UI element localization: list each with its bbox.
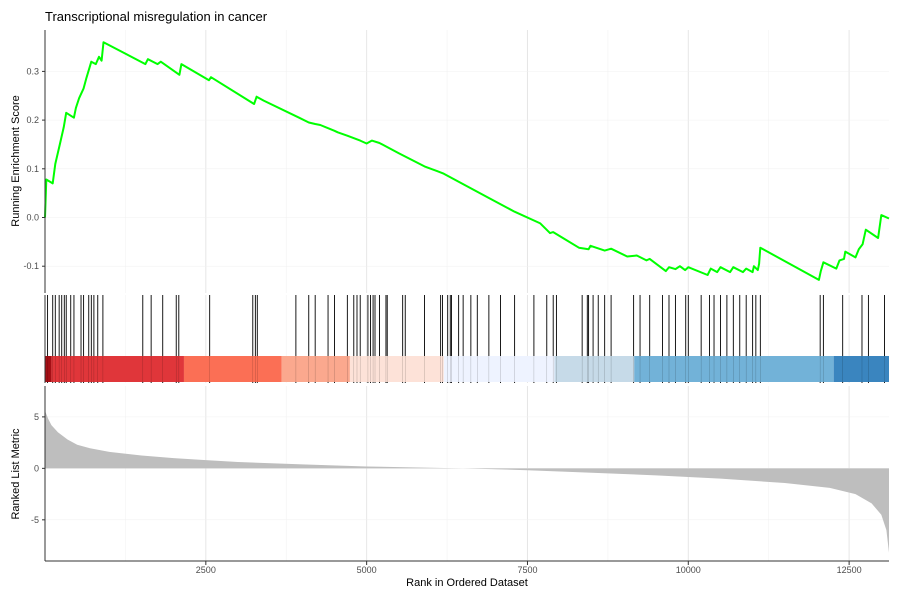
x-tick-label: 5000 [357,565,377,575]
gene-hits-panel [44,295,889,383]
running-score-y-title: Running Enrichment Score [10,95,22,226]
x-tick-label: 10000 [676,565,701,575]
rank-color-segment [281,356,350,382]
rank-color-segment [554,356,635,382]
y-tick-label: 0.3 [26,66,39,76]
y-tick-label: -0.1 [23,261,39,271]
running-score-line [44,41,890,281]
running-score-panel: -0.1 0.0 0.1 0.2 0.3 Running Enrichment Scor… [10,30,890,293]
y-tick-label: 0.0 [26,213,39,223]
ranked-metric-fill [45,410,889,553]
ranked-metric-y-title: Ranked List Metric [10,428,22,520]
rank-color-segment [51,356,184,382]
ranked-metric-y-ticks: -5 0 5 [31,412,45,525]
rank-color-segment [443,356,555,382]
chart-title: Transcriptional misregulation in cancer [45,9,268,24]
y-tick-label: 0 [34,463,39,473]
x-tick-label: 12500 [837,565,862,575]
rank-color-segment [833,356,889,382]
rank-color-segment [349,356,444,382]
rank-color-segment [634,356,834,382]
running-score-y-ticks: -0.1 0.0 0.1 0.2 0.3 [23,66,45,271]
ranked-metric-area [45,410,889,553]
y-tick-label: 0.2 [26,115,39,125]
x-axis-title: Rank in Ordered Dataset [406,577,528,589]
rank-color-segment [45,356,52,382]
rank-color-segment [183,356,282,382]
x-tick-label: 2500 [196,565,216,575]
x-axis-ticks: 2500 5000 7500 10000 12500 [196,561,862,575]
y-tick-label: 0.1 [26,164,39,174]
x-tick-label: 7500 [517,565,537,575]
rank-color-bar [45,356,889,382]
running-score-series [44,41,890,281]
running-score-gridlines [45,30,889,293]
ranked-metric-panel: -5 0 5 2500 5000 7500 10000 12500 Ranked List … [10,386,889,589]
y-tick-label: 5 [34,412,39,422]
y-tick-label: -5 [31,515,39,525]
